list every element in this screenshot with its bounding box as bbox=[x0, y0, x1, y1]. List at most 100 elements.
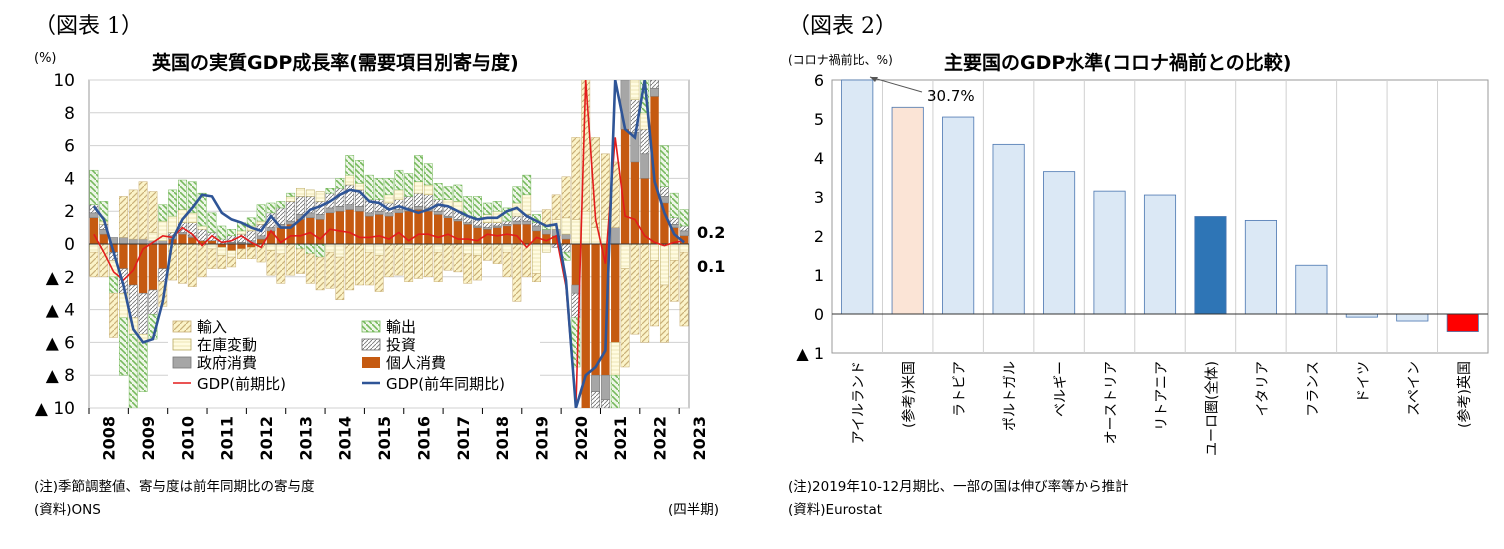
left-x-year-label: 2008 bbox=[100, 416, 119, 461]
left-bar-segment bbox=[434, 214, 443, 244]
left-bar-segment bbox=[286, 192, 296, 197]
left-bar-segment bbox=[99, 234, 108, 244]
left-bar-segment bbox=[453, 221, 463, 244]
left-y-tick-label: ▲ 10 bbox=[35, 399, 75, 419]
left-bar-segment bbox=[611, 244, 620, 343]
left-bar-segment bbox=[492, 201, 502, 212]
left-bar-segment bbox=[394, 169, 404, 191]
left-bar-segment bbox=[227, 228, 237, 237]
left-legend-label: 政府消費 bbox=[197, 354, 257, 372]
right-bar bbox=[1043, 171, 1076, 315]
left-bar-segment bbox=[384, 216, 394, 244]
left-bar-segment bbox=[364, 251, 374, 286]
left-bar-segment bbox=[89, 169, 99, 205]
left-bar-segment bbox=[443, 217, 453, 244]
left-bar-segment bbox=[296, 219, 305, 244]
gdp-qoq-line bbox=[93, 80, 685, 408]
left-bar-segment bbox=[355, 160, 364, 184]
left-bar-segment bbox=[669, 260, 679, 302]
left-bar-segment bbox=[158, 244, 167, 269]
left-bar-segment bbox=[197, 192, 207, 227]
left-bar-segment bbox=[246, 217, 256, 227]
right-y-tick-label: 5 bbox=[814, 110, 824, 129]
left-bar-segment bbox=[542, 234, 551, 244]
left-bar-segment bbox=[246, 247, 256, 260]
left-bar-segment bbox=[404, 173, 414, 197]
left-bar-segment bbox=[305, 253, 315, 284]
left-bar-segment bbox=[168, 189, 178, 217]
left-bar-segment bbox=[502, 251, 512, 278]
left-legend-swatch bbox=[361, 320, 381, 333]
left-bar-segment bbox=[433, 183, 443, 200]
left-x-year-label: 2012 bbox=[257, 416, 276, 461]
right-y-tick-label: ▲ 1 bbox=[796, 344, 824, 363]
left-bar-segment bbox=[187, 181, 197, 214]
left-bar-segment bbox=[276, 253, 286, 284]
left-bar-segment bbox=[660, 203, 669, 244]
left-bar-segment bbox=[640, 178, 649, 244]
left-bar-segment bbox=[591, 244, 600, 376]
left-legend-label: 在庫変動 bbox=[197, 336, 257, 354]
left-x-year-label: 2021 bbox=[611, 416, 630, 461]
left-bar-segment bbox=[207, 212, 217, 233]
left-bar-segment bbox=[276, 227, 285, 244]
left-bar-segment bbox=[237, 248, 246, 260]
left-bar-segment bbox=[482, 202, 492, 215]
right-bar bbox=[1093, 190, 1126, 315]
left-x-year-label: 2013 bbox=[296, 416, 315, 461]
left-bar-segment bbox=[571, 137, 581, 220]
right-bar bbox=[1143, 194, 1177, 315]
left-x-year-label: 2014 bbox=[336, 416, 355, 461]
left-bar-segment bbox=[650, 80, 660, 89]
left-bar-segment bbox=[128, 333, 138, 408]
left-end-label-yoy: 0.2 bbox=[697, 223, 725, 242]
left-bar-segment bbox=[571, 244, 581, 285]
left-bar-segment bbox=[630, 162, 640, 244]
left-bar-segment bbox=[561, 176, 571, 219]
right-bar bbox=[1295, 264, 1328, 315]
left-bar-segment bbox=[345, 209, 354, 244]
left-y-tick-label: 0 bbox=[64, 235, 75, 255]
right-category-label: オーストリア bbox=[1104, 361, 1120, 444]
left-bar-segment bbox=[315, 256, 325, 291]
left-bar-segment bbox=[679, 251, 689, 327]
left-bar-segment bbox=[118, 196, 128, 238]
right-category-label: リトアニア bbox=[1154, 361, 1170, 431]
left-bar-segment bbox=[256, 239, 266, 244]
left-bar-segment bbox=[207, 248, 217, 269]
right-y-tick-label: 0 bbox=[814, 305, 824, 324]
left-period-label: (四半期) bbox=[668, 502, 720, 518]
right-category-label: (参考)米国 bbox=[901, 361, 918, 428]
right-y-tick-label: 4 bbox=[814, 149, 824, 168]
right-category-label: ベルギー bbox=[1053, 361, 1069, 417]
left-bar-segment bbox=[266, 202, 276, 214]
left-y-tick-label: 4 bbox=[64, 169, 75, 189]
left-bar-segment bbox=[266, 230, 276, 244]
right-category-label: ドイツ bbox=[1356, 361, 1372, 403]
left-legend-label: GDP(前期比) bbox=[197, 375, 286, 393]
right-y-tick-label: 6 bbox=[814, 71, 824, 90]
left-bar-segment bbox=[394, 212, 404, 244]
right-y-tick-label: 1 bbox=[814, 266, 824, 285]
right-bar bbox=[891, 106, 924, 315]
left-bar-segment bbox=[600, 399, 610, 408]
left-bar-segment bbox=[315, 219, 325, 244]
left-bar-segment bbox=[129, 244, 138, 285]
annotation-ireland-value: 30.7% bbox=[927, 87, 975, 105]
left-bar-segment bbox=[473, 255, 482, 281]
left-legend-label: 輸出 bbox=[386, 318, 416, 336]
left-bar-segment bbox=[109, 292, 119, 338]
left-chart-title: 英国の実質GDP成長率(需要項目別寄与度) bbox=[152, 52, 519, 74]
left-bar-segment bbox=[601, 244, 610, 376]
left-bar-segment bbox=[227, 256, 237, 268]
left-bar-segment bbox=[178, 179, 187, 210]
left-y-tick-label: ▲ 6 bbox=[46, 333, 75, 353]
left-bar-segment bbox=[591, 137, 600, 228]
left-bar-segment bbox=[89, 251, 99, 278]
left-bar-segment bbox=[217, 255, 227, 269]
left-bar-segment bbox=[158, 204, 168, 222]
left-y-tick-label: ▲ 2 bbox=[46, 268, 75, 288]
right-category-label: (参考)英国 bbox=[1456, 361, 1473, 428]
right-bar bbox=[1446, 313, 1479, 332]
left-bar-segment bbox=[335, 178, 345, 189]
